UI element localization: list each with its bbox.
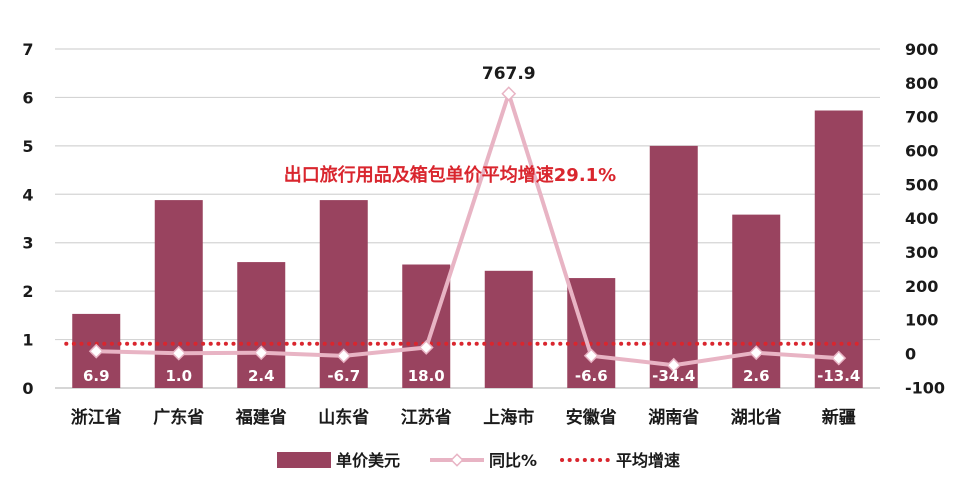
yoy-data-label: -13.4 <box>817 367 860 385</box>
bar <box>402 264 451 388</box>
bar <box>567 278 616 388</box>
yoy-line <box>96 91 839 368</box>
bar-series <box>72 110 863 389</box>
y-right-tick-label: 500 <box>905 175 938 194</box>
yoy-data-label: -6.6 <box>575 367 608 385</box>
x-category-label: 上海市 <box>483 407 534 428</box>
yoy-marker <box>583 348 599 364</box>
yoy-marker <box>748 345 764 361</box>
legend-line-marker <box>450 453 464 467</box>
yoy-marker <box>418 340 434 355</box>
bar <box>237 262 286 388</box>
y-right-tick-label: 400 <box>905 209 938 228</box>
y-left-tick-label: 5 <box>22 137 33 156</box>
yoy-marker <box>171 345 187 361</box>
y-right-tick-label: 0 <box>905 345 916 364</box>
yoy-marker <box>88 343 104 359</box>
chart-annotation: 出口旅行用品及箱包单价平均增速29.1% <box>284 164 616 186</box>
y-right-tick-label: 200 <box>905 277 938 296</box>
x-category-label: 浙江省 <box>71 407 122 428</box>
bar <box>814 110 863 389</box>
yoy-marker <box>666 357 682 373</box>
axes: 0 1 2 3 4 5 6 7 -100 0 100 200 300 400 500 600 700 800 900… <box>22 40 945 428</box>
y-left-tick-label: 1 <box>22 331 33 350</box>
y-right-tick-label: 300 <box>905 243 938 262</box>
bar <box>732 214 781 388</box>
y-left-tick-label: 7 <box>22 40 33 59</box>
y-left-tick-label: 0 <box>22 379 33 398</box>
legend-avg-label: 平均增速 <box>616 451 680 470</box>
yoy-data-label: 18.0 <box>408 367 445 385</box>
yoy-marker <box>253 345 269 361</box>
y-left-tick-label: 6 <box>22 88 33 107</box>
x-category-label: 新疆 <box>822 407 856 428</box>
yoy-data-label: 1.0 <box>165 367 192 385</box>
x-category-label: 湖南省 <box>648 407 699 428</box>
x-category-label: 广东省 <box>153 407 204 428</box>
y-right-tick-label: 600 <box>905 142 938 161</box>
yoy-marker <box>831 350 847 366</box>
x-category-label: 安徽省 <box>566 407 617 428</box>
data-labels: 6.9 1.0 2.4 -6.7 18.0 767.9 -6.6 -34.4 2.6 -13.4 <box>83 64 860 385</box>
yoy-data-label: -6.7 <box>327 367 360 385</box>
y-left-tick-label: 3 <box>22 234 33 253</box>
y-right-tick-label: -100 <box>905 378 945 397</box>
yoy-data-label: -34.4 <box>652 367 695 385</box>
legend: 单价美元 同比% 平均增速 <box>277 451 680 470</box>
yoy-marker <box>336 348 352 364</box>
bar <box>484 270 533 388</box>
y-right-tick-label: 800 <box>905 74 938 93</box>
yoy-line-series <box>88 86 847 373</box>
yoy-data-label: 2.6 <box>743 367 770 385</box>
yoy-data-label: 767.9 <box>482 64 536 84</box>
y-right-tick-label: 100 <box>905 311 938 330</box>
x-category-label: 福建省 <box>235 407 287 428</box>
x-category-label: 湖北省 <box>731 407 782 428</box>
legend-bar-swatch <box>277 452 331 468</box>
y-left-tick-label: 4 <box>22 185 33 204</box>
legend-bar-label: 单价美元 <box>336 451 400 470</box>
bar <box>649 145 698 388</box>
legend-line-label: 同比% <box>489 451 537 470</box>
x-category-label: 江苏省 <box>401 407 452 428</box>
yoy-marker <box>501 86 517 102</box>
y-right-tick-label: 700 <box>905 108 938 127</box>
yoy-data-label: 6.9 <box>83 367 110 385</box>
y-left-tick-label: 2 <box>22 282 33 301</box>
y-right-tick-label: 900 <box>905 40 938 59</box>
x-category-label: 山东省 <box>318 407 369 428</box>
yoy-data-label: 2.4 <box>248 367 275 385</box>
